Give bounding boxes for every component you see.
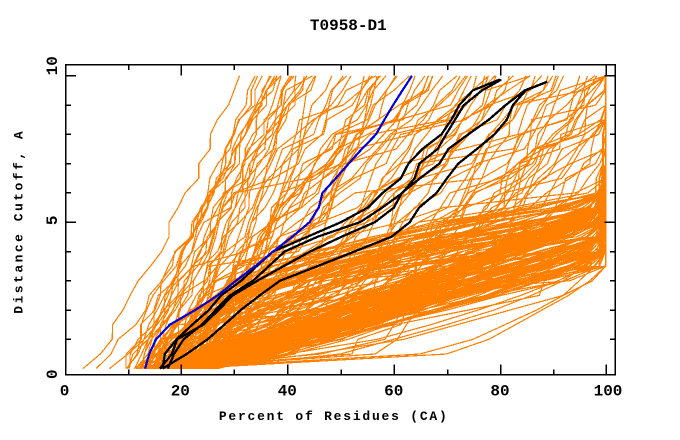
- svg-text:Distance Cutoff, A: Distance Cutoff, A: [12, 129, 27, 314]
- svg-text:5: 5: [44, 215, 62, 225]
- svg-text:40: 40: [278, 383, 297, 401]
- svg-text:T0958-D1: T0958-D1: [310, 17, 387, 35]
- svg-text:60: 60: [384, 383, 403, 401]
- svg-text:20: 20: [171, 383, 190, 401]
- svg-text:100: 100: [594, 383, 623, 401]
- svg-text:80: 80: [490, 383, 509, 401]
- svg-text:10: 10: [44, 56, 62, 75]
- svg-text:0: 0: [44, 369, 62, 379]
- svg-text:0: 0: [60, 383, 70, 401]
- svg-text:Percent of Residues (CA): Percent of Residues (CA): [219, 409, 449, 424]
